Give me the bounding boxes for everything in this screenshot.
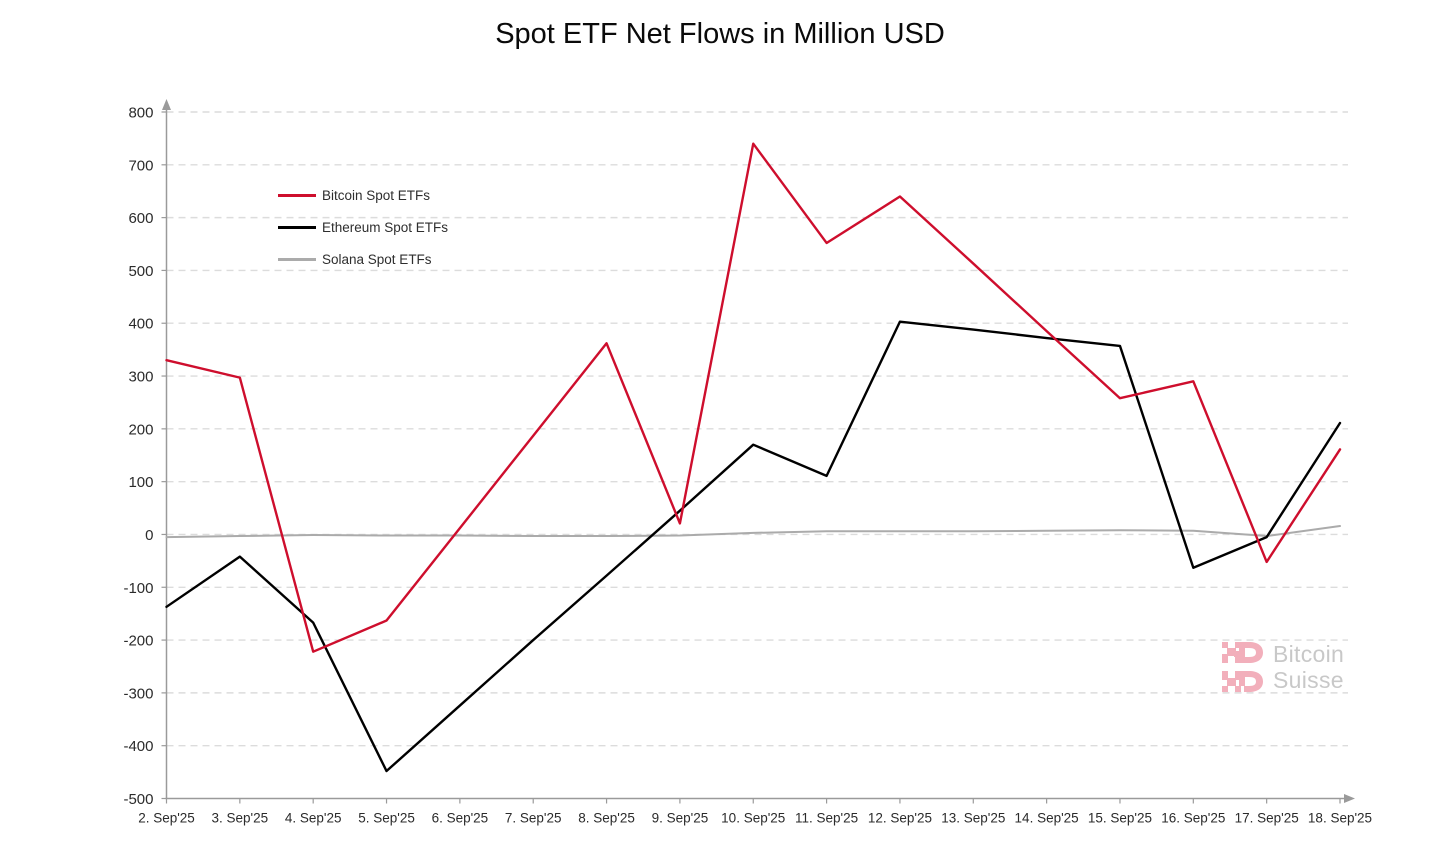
chart-title: Spot ETF Net Flows in Million USD [495,18,945,50]
logo-glyph-0 [1222,642,1241,663]
legend-item-ethereum: Ethereum Spot ETFs [278,220,448,235]
x-tick-label: 15. Sep'25 [1088,811,1152,826]
x-tick-label: 12. Sep'25 [868,811,932,826]
watermark-text: Bitcoin Suisse [1273,641,1344,693]
x-tick-label: 5. Sep'25 [358,811,415,826]
y-tick-label: 600 [128,210,153,227]
bitcoin-suisse-logo-icon [1222,642,1263,692]
x-tick-label: 17. Sep'25 [1235,811,1299,826]
y-tick-label: -300 [123,685,153,702]
x-tick-label: 3. Sep'25 [212,811,269,826]
x-tick-label: 10. Sep'25 [721,811,785,826]
x-tick-label: 16. Sep'25 [1161,811,1225,826]
bitcoin-suisse-watermark: Bitcoin Suisse [1215,641,1344,693]
y-tick-label: 800 [128,105,153,122]
x-tick-label: 18. Sep'25 [1308,811,1372,826]
bitcoin-series-line [165,142,1342,653]
legend-label-ethereum: Ethereum Spot ETFs [322,220,449,235]
x-tick-label: 4. Sep'25 [285,811,342,826]
x-tick-label: 11. Sep'25 [795,811,858,826]
solana-series-line [165,525,1341,539]
logo-glyph-2 [1222,671,1241,692]
y-tick-label: -200 [123,633,153,650]
logo-glyph-1 [1234,642,1263,663]
y-tick-label: -400 [123,738,153,755]
y-tick-label: 100 [128,474,153,491]
y-tick-label: 400 [128,316,153,333]
x-tick-label: 8. Sep'25 [578,811,635,826]
chart-legend: Bitcoin Spot ETFs Ethereum Spot ETFs Sol… [278,188,448,267]
y-tick-label: -500 [123,791,153,808]
x-tick-label: 2. Sep'25 [138,811,195,826]
solana-line-swatch-icon [278,258,316,261]
logo-glyph-3 [1239,671,1263,692]
legend-item-bitcoin: Bitcoin Spot ETFs [278,188,448,203]
legend-item-solana: Solana Spot ETFs [278,252,448,267]
y-axis-arrow-icon [162,99,171,110]
legend-label-bitcoin: Bitcoin Spot ETFs [322,188,431,203]
ethereum-line-swatch-icon [278,226,316,229]
x-tick-label: 14. Sep'25 [1015,811,1079,826]
x-tick-label: 13. Sep'25 [941,811,1005,826]
x-tick-label: 7. Sep'25 [505,811,562,826]
x-axis-arrow-icon [1344,794,1355,803]
y-tick-label: 0 [145,527,153,544]
y-tick-label: 200 [128,421,153,438]
legend-label-solana: Solana Spot ETFs [322,252,432,267]
watermark-text-line1: Bitcoin [1273,641,1345,667]
ethereum-series-line [165,320,1342,773]
y-tick-label: 300 [128,369,153,386]
y-tick-label: -100 [123,580,153,597]
bitcoin-line-swatch-icon [278,194,316,197]
x-tick-label: 9. Sep'25 [652,811,709,826]
y-tick-label: 500 [128,263,153,280]
y-tick-label: 700 [128,157,153,174]
x-tick-label: 6. Sep'25 [432,811,489,826]
watermark-text-line2: Suisse [1273,667,1344,693]
